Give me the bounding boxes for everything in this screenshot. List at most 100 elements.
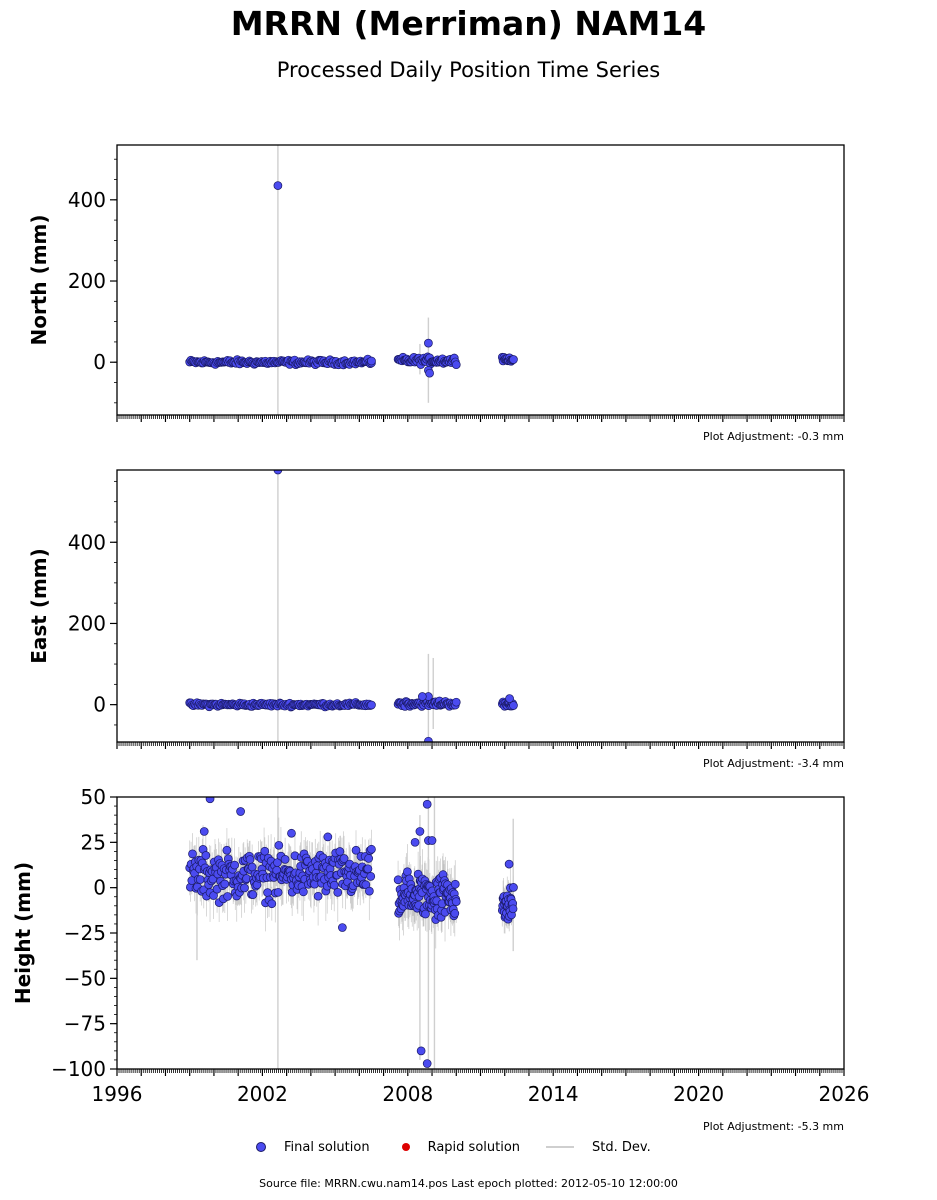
y-tick-label: −50 (64, 966, 106, 990)
data-point (240, 883, 249, 893)
y-axis-label: North (mm) (27, 214, 51, 345)
data-point (450, 879, 460, 889)
data-point (364, 854, 373, 863)
data-point (351, 845, 361, 855)
data-point (364, 886, 374, 896)
x-tick-label: 1996 (92, 1082, 143, 1106)
y-tick-label: −75 (64, 1012, 106, 1036)
outlier-point (415, 827, 425, 836)
plot-adjustment-note: Plot Adjustment: -5.3 mm (703, 1120, 844, 1133)
data-point (363, 864, 373, 874)
axes-frame (116, 796, 845, 1070)
data-point (223, 892, 232, 901)
data-point (421, 909, 430, 919)
outlier-point (273, 181, 283, 190)
x-tick-label: 2002 (237, 1082, 288, 1106)
x-tick-label: 2014 (528, 1082, 579, 1106)
outlier-point (338, 923, 347, 932)
plot-adjustment-note: Plot Adjustment: -3.4 mm (703, 757, 844, 770)
panel-3: −100 −75 −50 −25 0 25 50 Height (mm) Plot Adjust… (11, 785, 869, 1133)
data-point (509, 883, 518, 892)
outlier-point (422, 799, 432, 809)
outlier-point (236, 807, 245, 816)
y-tick-label: 50 (81, 785, 106, 809)
data-point (366, 872, 376, 881)
data-point (509, 355, 518, 364)
y-tick-label: 400 (68, 188, 106, 212)
y-tick-label: 25 (81, 830, 106, 854)
outlier-point (427, 836, 437, 845)
x-tick-label: 2026 (819, 1082, 870, 1106)
data-point (280, 855, 290, 864)
plot-area (185, 145, 518, 415)
data-point (220, 879, 230, 889)
data-point (339, 854, 349, 863)
outlier-point (410, 837, 420, 847)
x-tick-label: 2020 (673, 1082, 724, 1106)
data-point (260, 846, 270, 856)
data-point (274, 840, 284, 850)
data-point (451, 697, 461, 707)
page-subtitle: Processed Daily Position Time Series (276, 58, 661, 82)
legend-label-final: Final solution (284, 1139, 370, 1155)
page-title: MRRN (Merriman) NAM14 (230, 4, 707, 43)
data-point (248, 890, 258, 900)
y-tick-label: 400 (68, 530, 106, 554)
outlier-point (505, 694, 514, 703)
legend-label-rapid: Rapid solution (427, 1139, 521, 1155)
x-tick-label: 2008 (382, 1082, 433, 1106)
data-point (263, 888, 272, 897)
y-axis-label: East (mm) (27, 548, 51, 664)
outlier-point (422, 1059, 432, 1068)
data-point (367, 844, 376, 854)
outlier-point (504, 859, 514, 869)
data-point (329, 880, 339, 890)
legend-item-std: Std. Dev. (546, 1140, 651, 1155)
data-point (195, 875, 205, 884)
y-tick-label: 200 (68, 269, 106, 293)
outlier-point (417, 692, 427, 701)
y-tick-label: 0 (93, 876, 106, 900)
data-point (333, 888, 343, 897)
data-point (509, 701, 518, 710)
data-point (267, 899, 277, 909)
data-point (451, 360, 461, 370)
data-point (451, 897, 461, 906)
std-dev-line-icon (546, 1146, 575, 1148)
y-tick-label: 0 (93, 350, 106, 374)
data-point (230, 860, 239, 870)
axes-frame (116, 144, 845, 416)
y-axis-label: Height (mm) (11, 862, 35, 1004)
y-tick-label: −100 (51, 1057, 106, 1081)
legend-label-std: Std. Dev. (592, 1139, 651, 1155)
data-point (393, 875, 403, 885)
outlier-point (273, 470, 283, 475)
y-tick-label: 200 (68, 611, 106, 635)
outlier-point (425, 368, 434, 378)
outlier-point (205, 797, 215, 804)
legend-item-rapid: Rapid solution (396, 1140, 520, 1155)
outlier-point (416, 1046, 426, 1056)
plot-area (185, 470, 518, 742)
outlier-point (199, 827, 209, 836)
panel-2: 0 200 400 East (mm) Plot Adjustment: -3.4 mm (27, 469, 845, 770)
data-point (450, 909, 460, 918)
plot-adjustment-note: Plot Adjustment: -0.3 mm (703, 430, 844, 443)
outlier-point (287, 828, 296, 838)
outlier-point (323, 832, 333, 842)
data-point (188, 849, 197, 859)
source-footer: Source file: MRRN.cwu.nam14.pos Last epo… (259, 1177, 678, 1190)
data-point (299, 887, 308, 897)
y-tick-label: −25 (64, 921, 106, 945)
data-point (335, 847, 345, 856)
data-point (313, 891, 323, 901)
outlier-point (424, 736, 433, 742)
final-solution-marker-icon (256, 1142, 266, 1152)
y-tick-label: 0 (93, 693, 106, 717)
outlier-point (367, 356, 376, 366)
legend: Final solution Rapid solution Std. Dev. (250, 1137, 677, 1157)
data-point (273, 887, 283, 897)
data-point (201, 851, 211, 860)
legend-item-final: Final solution (250, 1140, 370, 1155)
data-point (367, 700, 376, 710)
